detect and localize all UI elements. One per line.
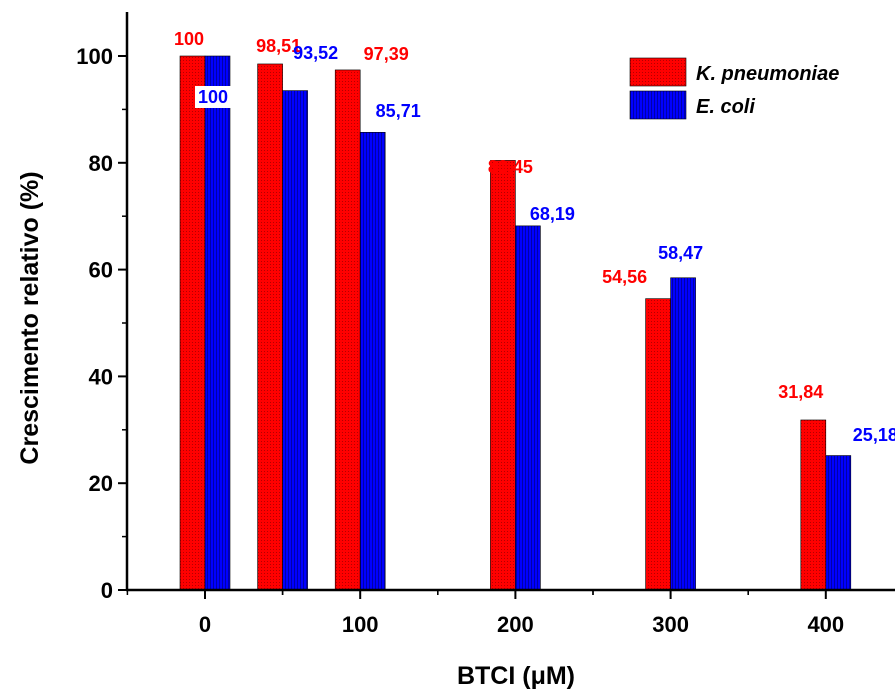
data-label-e-coli-200: 68,19 <box>530 204 575 224</box>
x-tick-label-400: 400 <box>807 612 844 637</box>
legend-label-e-coli: E. coli <box>696 96 755 118</box>
legend-swatch-e-coli <box>629 90 687 120</box>
bar-k-pneumoniae-0 <box>179 55 206 591</box>
bar-k-pneumoniae-400 <box>800 419 827 591</box>
x-tick-label-200: 200 <box>497 612 534 637</box>
bar-e-coli-50 <box>282 90 308 591</box>
y-tick-label-100: 100 <box>76 44 113 69</box>
data-label-background <box>195 86 231 108</box>
x-tick-label-100: 100 <box>342 612 379 637</box>
x-tick-label-0: 0 <box>199 612 211 637</box>
legend-label-k-pneumoniae: K. pneumoniae <box>696 63 839 85</box>
bar-k-pneumoniae-200 <box>490 160 516 591</box>
bar-e-coli-400 <box>825 455 852 591</box>
bar-k-pneumoniae-300 <box>645 298 671 591</box>
bar-e-coli-200 <box>515 225 541 591</box>
data-label-k-pneumoniae-200: 80,45 <box>488 157 533 177</box>
y-tick-label-80: 80 <box>89 151 113 176</box>
y-tick-label-60: 60 <box>89 258 113 283</box>
data-label-k-pneumoniae-50: 98,51 <box>256 36 301 56</box>
data-label-e-coli-300: 58,47 <box>658 243 703 263</box>
bar-e-coli-300 <box>670 277 696 591</box>
bar-e-coli-0 <box>204 55 231 591</box>
data-label-e-coli-400: 25,18 <box>853 425 895 445</box>
y-axis-title: Crescimento relativo (%) <box>16 171 44 464</box>
data-label-k-pneumoniae-100: 97,39 <box>364 44 409 64</box>
y-tick-label-40: 40 <box>89 364 113 389</box>
bar-k-pneumoniae-100 <box>334 69 361 591</box>
data-label-k-pneumoniae-300: 54,56 <box>602 267 647 287</box>
y-tick-label-0: 0 <box>101 578 113 603</box>
bar-e-coli-100 <box>359 132 386 591</box>
y-tick-label-20: 20 <box>89 471 113 496</box>
x-axis-title: BTCI (μM) <box>457 662 575 690</box>
data-label-k-pneumoniae-400: 31,84 <box>778 382 823 402</box>
data-label-e-coli-100: 85,71 <box>376 101 421 121</box>
data-label-e-coli-50: 93,52 <box>293 43 338 63</box>
legend-swatch-k-pneumoniae <box>629 57 687 87</box>
data-label-k-pneumoniae-0: 100 <box>174 29 204 49</box>
legend: K. pneumoniae E. coli <box>629 57 839 120</box>
data-label-e-coli-0: 100 <box>198 87 228 107</box>
bar-k-pneumoniae-50 <box>257 63 283 591</box>
x-tick-label-300: 300 <box>652 612 689 637</box>
